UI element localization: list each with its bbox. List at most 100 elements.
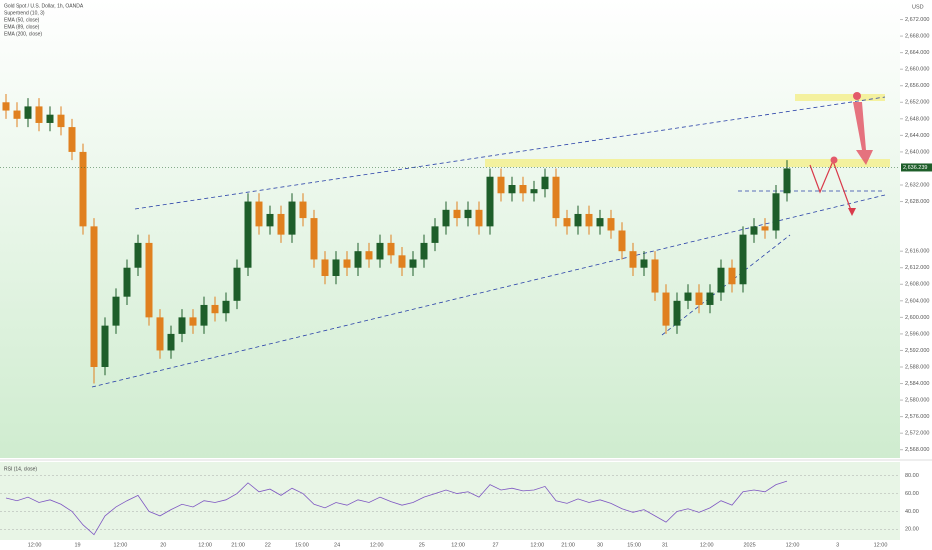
candle-body — [662, 292, 670, 326]
candle-body — [607, 218, 615, 231]
x-tick-label: 12:00 — [530, 542, 544, 548]
y-tick-label: 2,568.000 — [905, 447, 929, 453]
x-tick-label: 30 — [597, 542, 603, 548]
candle-body — [266, 213, 274, 227]
candle-body — [24, 106, 32, 119]
x-tick-label: 27 — [492, 542, 498, 548]
candle-body — [13, 110, 21, 119]
x-tick-label: 22 — [265, 542, 271, 548]
candle-body — [57, 114, 65, 128]
big-arrow — [853, 102, 873, 165]
rsi-line — [5, 480, 788, 536]
candle-body — [717, 267, 725, 293]
candle-body — [35, 106, 43, 123]
candle-body — [486, 176, 494, 227]
candle-body — [343, 259, 351, 268]
candle-body — [277, 213, 285, 235]
x-tick-label: 2025 — [743, 542, 755, 548]
x-tick-label: 31 — [662, 542, 668, 548]
y-tick-label: 2,648.000 — [905, 116, 929, 122]
candle-body — [321, 259, 329, 276]
indicator-label: EMA (89, close) — [4, 24, 40, 30]
indicator-label: EMA (50, close) — [4, 17, 40, 23]
x-tick-label: 15:00 — [295, 542, 309, 548]
candle-body — [222, 300, 230, 314]
x-tick-label: 12:00 — [700, 542, 714, 548]
candle-body — [288, 201, 296, 235]
candle-body — [145, 242, 153, 318]
y-tick-label: 2,584.000 — [905, 381, 929, 387]
candle-body — [398, 255, 406, 268]
x-tick-label: 12:00 — [370, 542, 384, 548]
candle-body — [684, 292, 692, 301]
projection-path — [809, 159, 853, 214]
resistance-zone — [485, 159, 890, 167]
candle-body — [629, 251, 637, 268]
x-tick-label: 21:00 — [231, 542, 245, 548]
y-tick-label: 2,576.000 — [905, 414, 929, 420]
candle-body — [750, 226, 758, 235]
candle-body — [134, 242, 142, 268]
candle-body — [354, 251, 362, 268]
main-pane — [0, 0, 900, 458]
candle-body — [376, 242, 384, 260]
candle-body — [772, 193, 780, 231]
candle-body — [420, 242, 428, 260]
price-axis — [900, 0, 932, 550]
x-tick-label: 15:00 — [627, 542, 641, 548]
rsi-tick-label: 60.00 — [905, 491, 919, 497]
candle-body — [123, 267, 131, 297]
chart-title: Gold Spot / U.S. Dollar, 1h, OANDA — [4, 3, 84, 9]
candle-body — [640, 259, 648, 268]
candle-body — [2, 102, 10, 111]
candle-body — [695, 292, 703, 305]
candle-body — [189, 317, 197, 326]
candle-body — [244, 201, 252, 268]
candle-body — [211, 304, 219, 314]
candle-body — [464, 209, 472, 219]
y-tick-label: 2,608.000 — [905, 282, 929, 288]
candle-body — [706, 292, 714, 305]
rsi-tick-label: 20.00 — [905, 527, 919, 533]
arrow-head — [848, 208, 856, 216]
currency-label: USD — [912, 4, 924, 10]
candle-body — [651, 259, 659, 293]
candle-body — [299, 201, 307, 219]
candle-body — [46, 114, 54, 123]
rsi-title: RSI (14, close) — [4, 466, 37, 472]
x-tick-label: 12:00 — [198, 542, 212, 548]
y-tick-label: 2,632.000 — [905, 182, 929, 188]
candle-body — [585, 213, 593, 227]
trend-line — [134, 96, 886, 210]
candle-body — [431, 226, 439, 243]
x-tick-label: 21:00 — [561, 542, 575, 548]
candle-body — [68, 127, 76, 152]
candle-body — [442, 209, 450, 227]
candle-body — [233, 267, 241, 301]
candle-body — [541, 176, 549, 190]
candle-body — [255, 201, 263, 227]
candle-body — [79, 151, 87, 227]
candle-body — [783, 168, 791, 194]
y-tick-label: 2,596.000 — [905, 331, 929, 337]
last-price-label: 2,636.239 — [903, 165, 927, 171]
y-tick-label: 2,644.000 — [905, 133, 929, 139]
candle-body — [508, 185, 516, 194]
candle-body — [387, 242, 395, 256]
candle-body — [596, 218, 604, 227]
y-tick-label: 2,600.000 — [905, 315, 929, 321]
marker — [853, 92, 861, 100]
x-tick-label: 12:00 — [451, 542, 465, 548]
trend-line — [661, 234, 791, 336]
rsi-pane — [0, 462, 900, 540]
x-tick-label: 12:00 — [114, 542, 128, 548]
candle-body — [453, 209, 461, 219]
indicator-label: Supertrend (10, 3) — [4, 10, 45, 16]
candle-body — [475, 209, 483, 227]
x-tick-label: 3 — [836, 542, 839, 548]
candle-body — [673, 300, 681, 326]
last-price-badge — [901, 163, 932, 172]
y-tick-label: 2,612.000 — [905, 265, 929, 271]
y-tick-label: 2,656.000 — [905, 83, 929, 89]
